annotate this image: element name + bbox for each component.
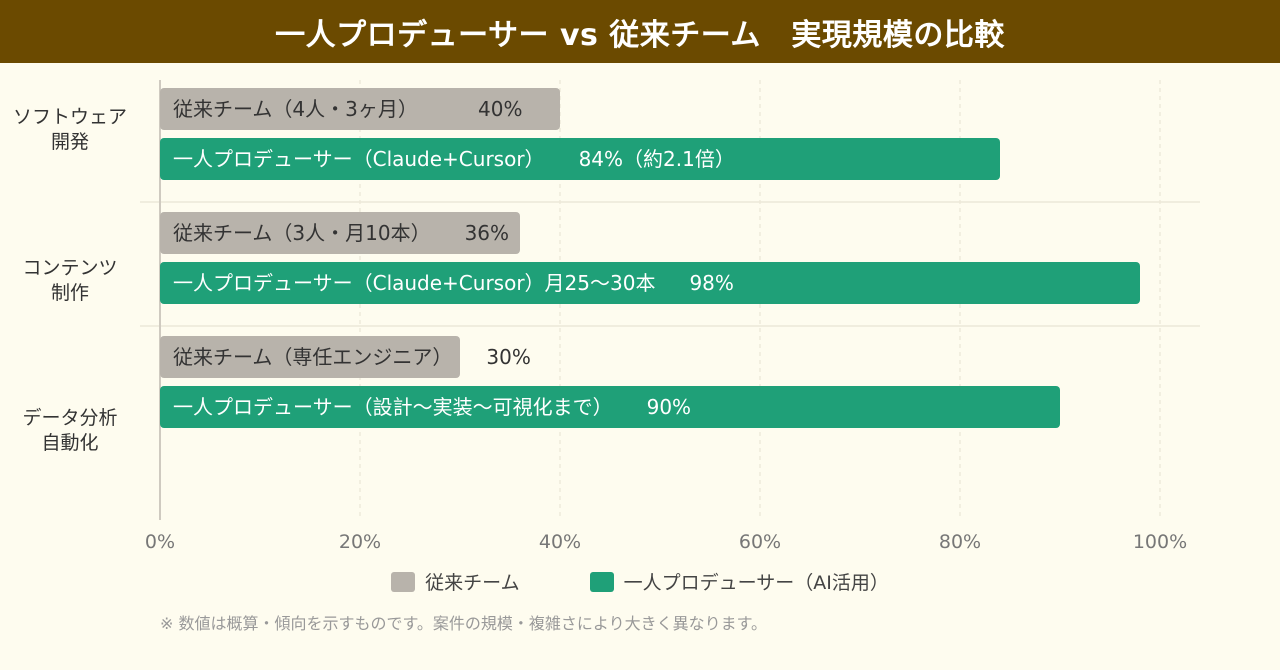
bar-producer-2 xyxy=(160,386,1060,428)
page-title: 一人プロデューサー vs 従来チーム 実現規模の比較 xyxy=(275,17,1005,53)
bar-label: 一人プロデューサー（Claude+Cursor）月25〜30本 xyxy=(173,271,655,295)
legend-label-producer: 一人プロデューサー（AI活用） xyxy=(623,572,889,594)
bar-label: 一人プロデューサー（設計〜実装〜可視化まで） xyxy=(173,395,613,419)
bar-value-label: 84%（約2.1倍） xyxy=(579,147,735,171)
bar-value-label: 36% xyxy=(465,221,509,245)
bar-value-label: 90% xyxy=(647,395,691,419)
category-label-line: 制作 xyxy=(50,282,89,304)
legend: 従来チーム 一人プロデューサー（AI活用） xyxy=(0,568,1280,595)
legend-item-team: 従来チーム xyxy=(391,568,520,595)
bar-producer-1 xyxy=(160,262,1140,304)
footnote: ※ 数値は概算・傾向を示すものです。案件の規模・複雑さにより大きく異なります。 xyxy=(160,614,767,633)
bar-producer-0 xyxy=(160,138,1000,180)
bar-label: 一人プロデューサー（Claude+Cursor） xyxy=(173,147,545,171)
category-label-line: データ分析 xyxy=(22,407,118,429)
bar-label: 従来チーム（専任エンジニア） xyxy=(173,345,452,369)
title-bar: 一人プロデューサー vs 従来チーム 実現規模の比較 xyxy=(0,0,1280,63)
category-label: ソフトウェア 開発 xyxy=(0,105,140,155)
category-label: コンテンツ 制作 xyxy=(0,256,140,306)
bar-value-label: 40% xyxy=(478,97,522,121)
category-label-line: 自動化 xyxy=(41,432,99,454)
x-tick-label: 80% xyxy=(939,531,981,553)
bar-team-2 xyxy=(160,336,460,378)
legend-item-producer: 一人プロデューサー（AI活用） xyxy=(589,568,889,595)
legend-swatch-producer xyxy=(589,571,614,592)
bar-value-label: 30% xyxy=(486,345,530,369)
category-label: データ分析 自動化 xyxy=(0,406,140,456)
x-tick-label: 0% xyxy=(145,531,175,553)
category-label-line: 開発 xyxy=(50,131,89,153)
x-tick-label: 100% xyxy=(1133,531,1187,553)
bar-label: 従来チーム（4人・3ヶ月） xyxy=(173,97,418,121)
x-tick-label: 40% xyxy=(539,531,581,553)
bar-chart: 従来チーム（4人・3ヶ月） 40% 従来チーム（3人・月10本） 36% 従来チーム（専… xyxy=(140,80,1200,553)
category-label-line: ソフトウェア xyxy=(12,106,127,128)
bar-team-0 xyxy=(160,88,560,130)
x-tick-label: 20% xyxy=(339,531,381,553)
x-tick-label: 60% xyxy=(739,531,781,553)
bar-value-label: 98% xyxy=(689,271,733,295)
legend-swatch-team xyxy=(391,571,416,592)
legend-label-team: 従来チーム xyxy=(425,572,520,594)
bar-label: 従来チーム（3人・月10本） xyxy=(173,221,431,245)
bar-team-1 xyxy=(160,212,520,254)
category-label-line: コンテンツ xyxy=(22,257,118,279)
